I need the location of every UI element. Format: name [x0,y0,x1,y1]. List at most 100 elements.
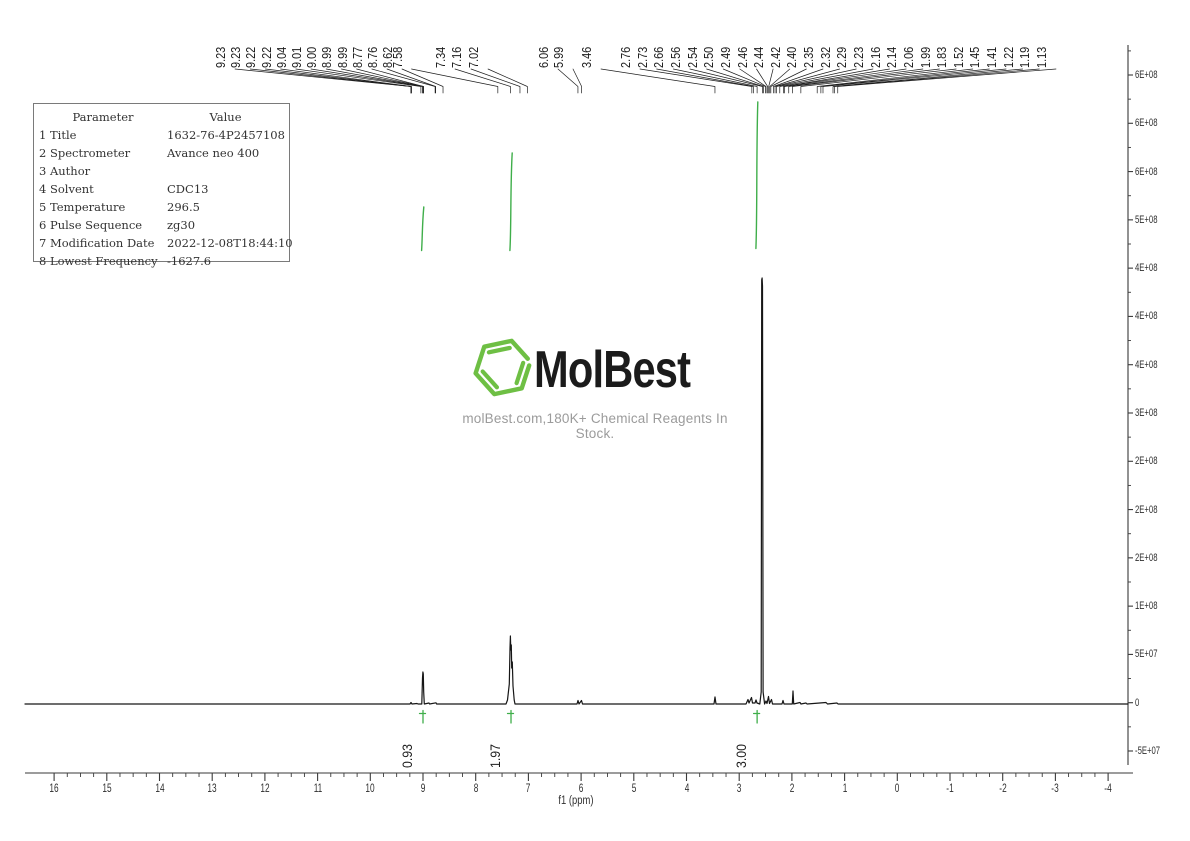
peak-label-8.99: 8.99 [319,46,335,68]
y-tick-label-5: 4E+08 [1135,310,1158,323]
x-tick-label--3: -3 [1051,782,1060,795]
peak-label-2.49: 2.49 [717,46,733,68]
molbest-tagline: molBest.com,180K+ Chemical Reagents In S… [462,411,728,441]
peak-label-2.42: 2.42 [767,46,783,68]
peak-label-2.35: 2.35 [801,46,816,68]
peak-label-7.16: 7.16 [449,46,464,68]
peak-label-2.14: 2.14 [884,46,900,68]
y-tick-label-10: 2E+08 [1135,551,1158,564]
benzene-hexagon-icon [473,338,532,397]
integral-value-3.00: 3.00 [733,744,750,768]
peak-label-9.04: 9.04 [273,46,289,68]
peak-label-1.13: 1.13 [1034,46,1049,68]
parameter-row: 2 Spectrometer Avance neo 400 [34,144,289,162]
peak-label-2.66: 2.66 [651,46,667,68]
parameter-value: Avance neo 400 [167,146,260,160]
parameter-table-header: Parameter Value [34,108,289,126]
parameter-value: -1627.6 [167,254,212,268]
parameter-name: 4 Solvent [39,182,94,196]
integral-value-1.97: 1.97 [487,744,503,768]
parameter-row: 6 Pulse Sequence zg30 [34,216,289,234]
peak-label-1.83: 1.83 [934,46,950,68]
y-tick-label-11: 1E+08 [1135,600,1158,613]
peak-label-7.02: 7.02 [466,46,481,68]
peak-label-1.19: 1.19 [1017,46,1033,68]
peak-label-2.54: 2.54 [684,46,700,68]
peak-label-2.23: 2.23 [851,46,866,68]
peak-label-2.73: 2.73 [634,46,650,68]
parameter-column-header: Parameter [72,110,134,124]
x-tick-label--2: -2 [998,782,1007,795]
peak-label-8.99: 8.99 [334,46,350,68]
y-tick-label-3: 5E+08 [1135,213,1158,226]
x-tick-label-1: 1 [842,782,847,795]
x-tick-label--1: -1 [946,782,954,795]
y-tick-label-14: -5E+07 [1135,744,1161,757]
x-tick-label-15: 15 [102,782,112,795]
peak-label-2.16: 2.16 [867,46,883,68]
parameter-row: 1 Title 1632-76-4P2457108 [34,126,289,144]
x-tick-label-4: 4 [684,782,689,795]
peak-label-2.46: 2.46 [734,46,750,68]
parameter-row: 4 Solvent CDC13 [34,180,289,198]
parameter-name: 6 Pulse Sequence [39,218,143,232]
integral-marks [418,101,761,724]
parameter-value: 2022-12-08T18:44:10 [167,236,293,250]
x-tick-label-14: 14 [154,782,165,795]
parameter-name: 7 Modification Date [39,236,155,250]
peak-label-9.23: 9.23 [228,46,244,68]
peak-label-9.22: 9.22 [258,46,274,68]
parameter-value: 1632-76-4P2457108 [167,128,285,142]
parameter-table: Parameter Value 1 Title 1632-76-4P2457108… [33,103,293,268]
parameter-table-rows: 1 Title 1632-76-4P2457108 2 Spectrometer Av… [34,126,293,270]
y-tick-label-2: 6E+08 [1135,165,1158,178]
y-tick-label-13: 0 [1135,696,1140,709]
parameter-row: 7 Modification Date 2022-12-08T18:44:10 [34,234,293,252]
parameter-name: 2 Spectrometer [39,146,131,160]
x-tick-label-3: 3 [736,782,742,795]
x-tick-label-11: 11 [313,782,322,795]
peak-label-2.29: 2.29 [834,46,850,68]
parameter-row: 3 Author [34,162,289,180]
parameter-name: 5 Temperature [39,200,126,214]
parameter-value [167,162,284,180]
peak-label-2.76: 2.76 [618,46,633,68]
y-tick-label-7: 3E+08 [1135,406,1158,419]
peak-label-5.99: 5.99 [551,46,566,68]
peak-label-8.76: 8.76 [365,46,380,68]
y-tick-label-0: 6E+08 [1135,69,1158,81]
peak-label-2.44: 2.44 [751,46,767,68]
peak-label-8.77: 8.77 [349,46,365,68]
x-tick-label-16: 16 [49,782,59,795]
integral-value-0.93: 0.93 [399,744,415,768]
x-tick-label-9: 9 [420,782,426,795]
peak-label-9.23: 9.23 [213,46,228,68]
x-tick-label-10: 10 [365,782,375,795]
parameter-name: 1 Title [39,128,77,142]
x-axis-title: f1 (ppm) [558,795,594,807]
peak-label-6.06: 6.06 [536,46,551,68]
peak-leader-lines [234,68,1057,94]
x-tick-label-6: 6 [578,782,584,795]
peak-label-1.45: 1.45 [967,46,983,68]
peak-label-1.99: 1.99 [917,46,933,68]
peak-label-3.46: 3.46 [579,46,594,68]
y-tick-label-4: 4E+08 [1135,262,1158,275]
x-tick-label--4: -4 [1104,782,1112,795]
parameter-row: 8 Lowest Frequency -1627.6 [34,252,289,270]
peak-label-2.56: 2.56 [667,46,683,68]
peak-label-1.41: 1.41 [984,46,1000,68]
peak-label-2.32: 2.32 [817,46,833,68]
parameter-value: 296.5 [167,200,200,214]
parameter-row: 5 Temperature 296.5 [34,198,289,216]
y-tick-label-1: 6E+08 [1135,117,1158,130]
peak-label-9.01: 9.01 [289,46,304,68]
peak-label-9.00: 9.00 [304,46,320,68]
x-tick-label-7: 7 [526,782,531,795]
parameter-value: CDC13 [167,182,209,196]
value-column-header: Value [209,110,242,124]
parameter-name: 3 Author [39,164,91,178]
peak-label-1.52: 1.52 [950,46,966,68]
